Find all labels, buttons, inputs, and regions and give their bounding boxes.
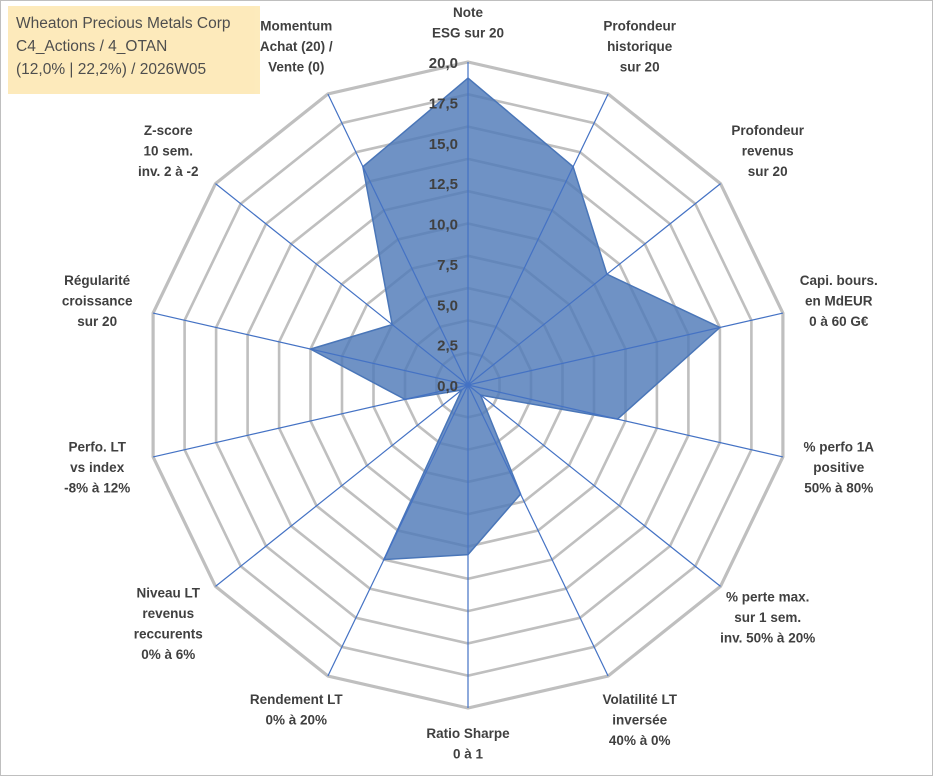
axis-label-4: % perfo 1A positive 50% à 80%: [804, 439, 875, 495]
axis-spoke-10: [152, 384, 469, 458]
axis-label-13: Momentum Achat (20) / Vente (0): [260, 19, 333, 75]
axis-spoke-5: [467, 384, 721, 587]
axis-label-1: Profondeur historique sur 20: [603, 19, 676, 75]
axis-label-7: Ratio Sharpe 0 à 1: [426, 726, 510, 762]
chart-title-category: C4_Actions / 4_OTAN: [16, 38, 168, 55]
axis-labels: Note ESG sur 20 Profondeur historique sur 20…: [62, 5, 878, 762]
tick-label-2: 5,0: [437, 297, 458, 314]
tick-label-0: 0,0: [437, 378, 458, 395]
series-polygon-0: [308, 77, 722, 561]
tick-label-1: 2,5: [437, 338, 458, 355]
axis-label-6: Volatilité LT inversée 40% à 0%: [602, 692, 677, 748]
axis-label-12: Z-score 10 sem. inv. 2 à -2: [138, 123, 199, 179]
tick-label-4: 10,0: [429, 217, 458, 234]
axis-label-0: Note ESG sur 20: [432, 5, 504, 41]
series-area: [308, 77, 722, 561]
axis-label-8: Rendement LT 0% à 20%: [250, 692, 344, 728]
axis-label-2: Profondeur revenus sur 20: [731, 123, 804, 179]
axis-label-9: Niveau LT revenus reccurents 0% à 6%: [134, 585, 203, 662]
axis-spoke-1: [467, 93, 609, 386]
axis-spoke-4: [467, 384, 784, 458]
axis-spoke-8: [327, 384, 469, 677]
axis-spoke-13: [327, 93, 469, 386]
axis-spoke-6: [467, 384, 609, 677]
axis-label-3: Capi. bours. en MdEUR 0 à 60 G€: [800, 273, 878, 329]
axis-spoke-9: [215, 384, 469, 587]
tick-labels: 0,0 2,5 5,0 7,5 10,0 12,5 15,0 17,5 20,0: [429, 55, 458, 395]
tick-label-7: 17,5: [429, 95, 458, 112]
axis-label-5: % perte max. sur 1 sem. inv. 50% à 20%: [720, 589, 815, 645]
axis-spoke-12: [215, 183, 469, 386]
chart-title-company: Wheaton Precious Metals Corp: [16, 15, 231, 32]
axis-spokes: [152, 62, 784, 708]
axis-spoke-3: [467, 312, 784, 386]
tick-label-8: 20,0: [429, 55, 458, 72]
tick-label-3: 7,5: [437, 257, 458, 274]
axis-spoke-11: [152, 312, 469, 386]
chart-title-stats: (12,0% | 22,2%) / 2026W05: [16, 61, 207, 78]
tick-label-5: 12,5: [429, 176, 458, 193]
chart-title-box: Wheaton Precious Metals Corp C4_Actions …: [8, 6, 260, 94]
tick-label-6: 15,0: [429, 136, 458, 153]
axis-spoke-2: [467, 183, 721, 386]
axis-label-11: Régularité croissance sur 20: [62, 273, 133, 329]
axis-label-10: Perfo. LT vs index -8% à 12%: [64, 439, 130, 495]
